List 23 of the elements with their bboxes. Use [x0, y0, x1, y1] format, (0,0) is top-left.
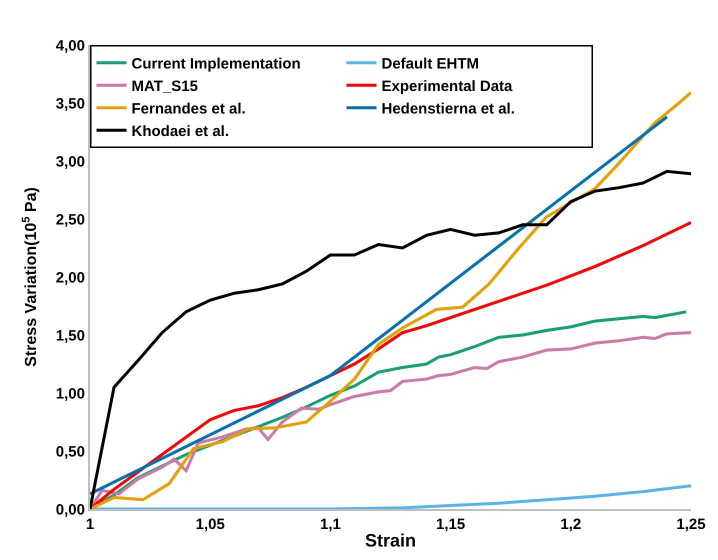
x-tick-label: 1,05	[196, 516, 225, 533]
y-tick-label: 0,00	[56, 501, 85, 518]
y-tick-label: 2,50	[56, 211, 85, 228]
x-tick-label: 1,25	[676, 516, 706, 533]
legend-label: Fernandes et al.	[132, 100, 246, 118]
legend-label: Experimental Data	[382, 78, 514, 96]
x-tick-label: 1	[86, 516, 94, 533]
y-tick-label: 3,50	[56, 95, 85, 112]
y-tick-label: 0,50	[56, 443, 85, 460]
y-tick-label: 3,00	[56, 153, 85, 170]
legend-label: Hedenstierna et al.	[382, 100, 515, 118]
legend-label: Current Implementation	[132, 56, 301, 73]
y-tick-label: 1,00	[56, 385, 85, 402]
y-tick-label: 2,00	[56, 269, 85, 286]
x-tick-label: 1,2	[560, 516, 582, 533]
x-tick-label: 1,15	[436, 516, 466, 533]
y-tick-label: 4,00	[56, 37, 85, 54]
y-tick-label: 1,50	[56, 327, 85, 344]
x-tick-label: 1,1	[320, 516, 341, 533]
legend-label: Khodaei et al.	[132, 123, 230, 140]
x-axis-title: Strain	[364, 530, 416, 551]
legend-label: Default EHTM	[382, 56, 479, 73]
legend-label: MAT_S15	[132, 78, 198, 96]
